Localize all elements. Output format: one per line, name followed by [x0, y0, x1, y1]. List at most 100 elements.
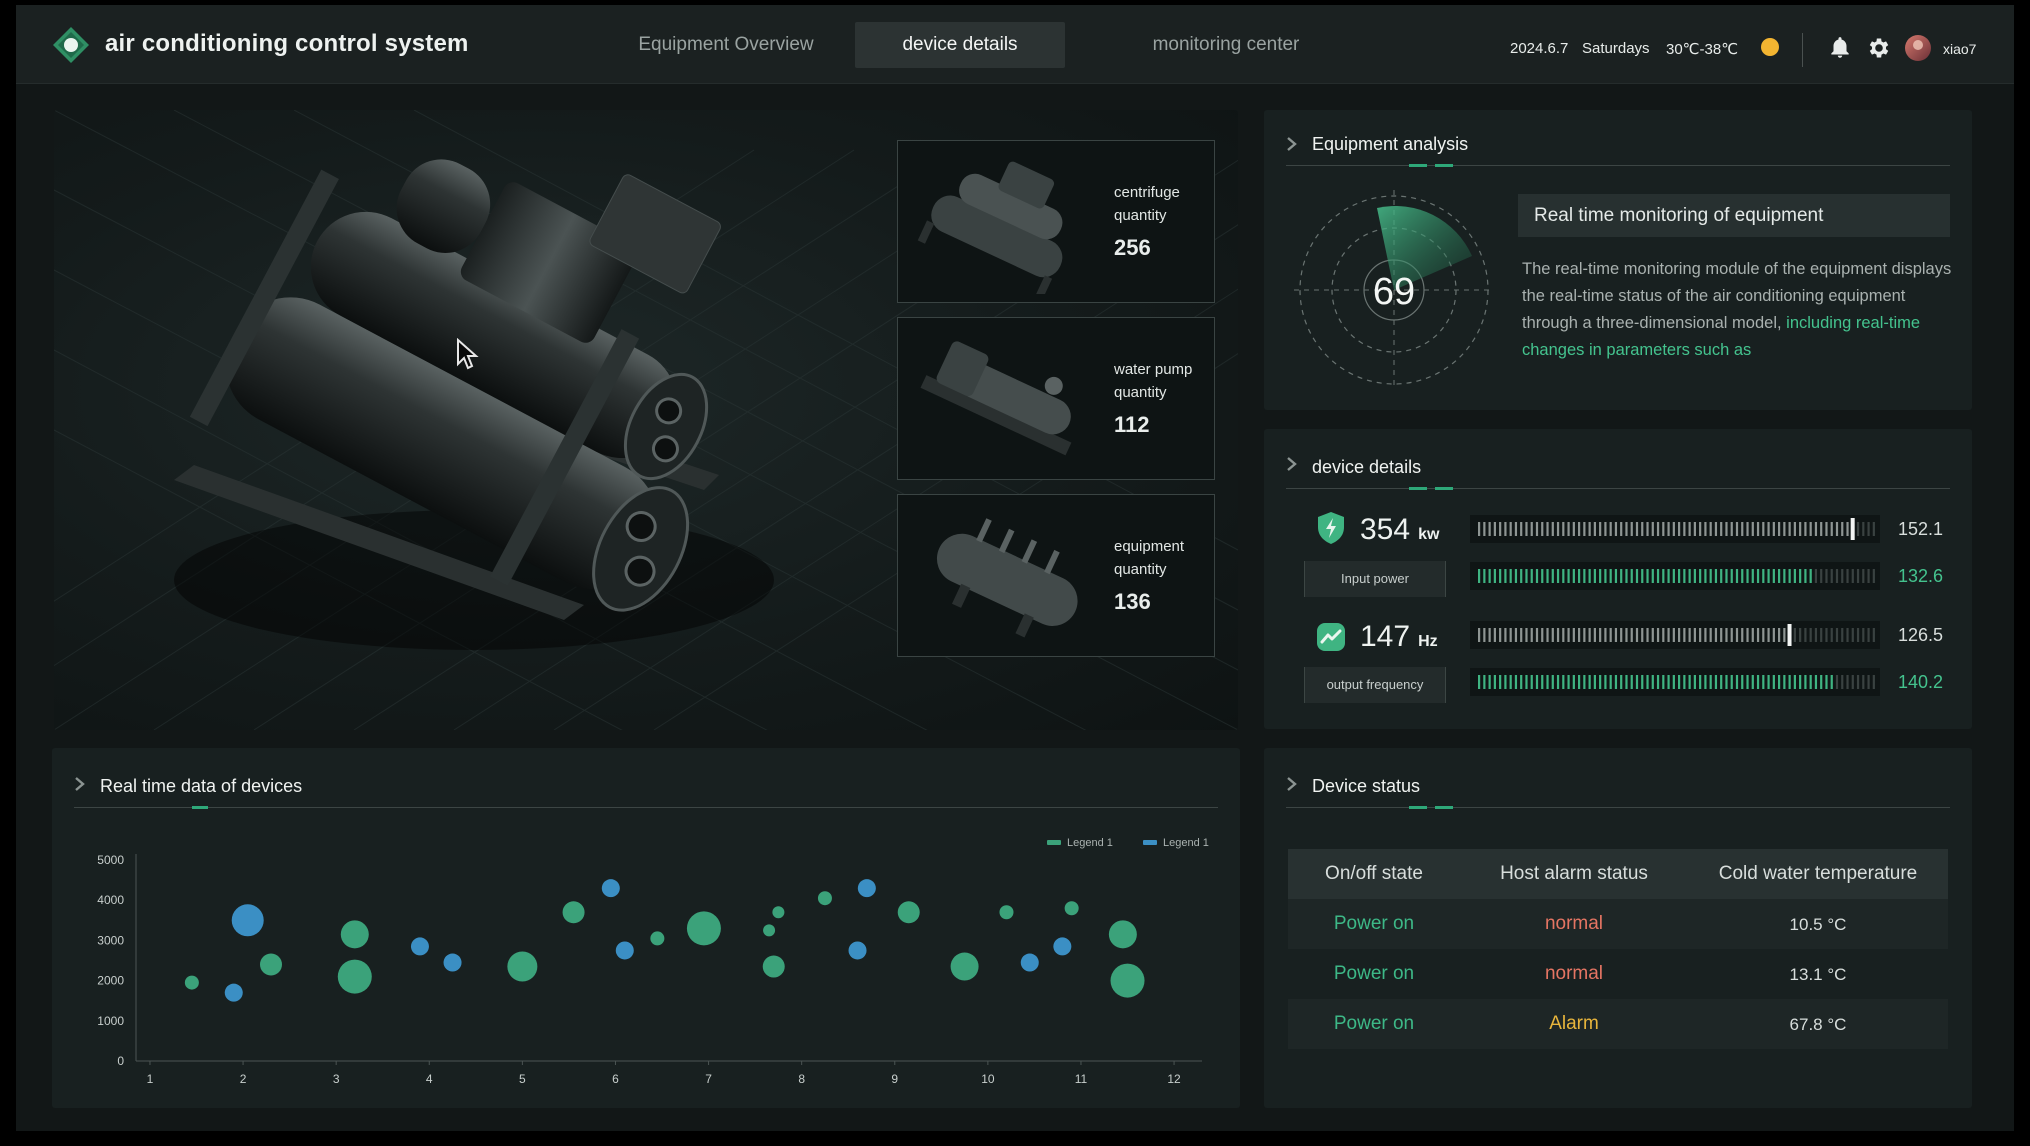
chevron-right-icon: [1287, 137, 1297, 151]
bar-tick: [1514, 675, 1518, 689]
bar-tick: [1841, 675, 1844, 689]
section-title: Equipment analysis: [1312, 134, 1469, 154]
bar-tick: [1814, 522, 1818, 536]
tab-equipment-overview[interactable]: Equipment Overview: [638, 34, 814, 55]
bar-tick: [1667, 675, 1670, 689]
column-header: On/off state: [1325, 863, 1423, 884]
equipment-3d-viewer[interactable]: centrifuge quantity 256 water pump quantit…: [54, 110, 1238, 730]
bar-tick: [1799, 675, 1802, 689]
bar-tick: [1478, 675, 1481, 689]
bar-tick: [1725, 569, 1728, 583]
bar-tick: [1530, 569, 1533, 583]
bar-tick: [1599, 675, 1602, 689]
gear-icon[interactable]: [1866, 35, 1892, 61]
avatar[interactable]: [1904, 34, 1932, 62]
header-temperature: 30℃-38℃: [1666, 41, 1739, 58]
card-name: water pump quantity: [1114, 361, 1193, 401]
bar-tick: [1667, 628, 1670, 642]
bar-tick: [1841, 522, 1844, 536]
output-frequency-label-box: output frequency: [1304, 667, 1446, 703]
table-row[interactable]: Power on Alarm 67.8 °C: [1288, 999, 1948, 1049]
water-temperature: 67.8 °C: [1789, 1015, 1847, 1034]
username[interactable]: xiao7: [1943, 41, 1977, 57]
bar-tick: [1604, 569, 1607, 583]
bar-tick: [1835, 628, 1839, 642]
bar-tick: [1851, 675, 1854, 689]
bar-tick: [1714, 628, 1718, 642]
bar-tick: [1499, 628, 1502, 642]
bar-tick: [1635, 569, 1639, 583]
y-tick-label: 1000: [97, 1014, 124, 1028]
bar-tick: [1656, 569, 1660, 583]
bar-tick: [1830, 628, 1833, 642]
bar-tick: [1825, 628, 1828, 642]
alarm-status: normal: [1544, 913, 1604, 934]
bar-tick: [1641, 522, 1644, 536]
equipment-thumbnail: [936, 518, 1078, 638]
bar-tick: [1856, 522, 1860, 536]
bar-tick: [1630, 569, 1633, 583]
alarm-status: normal: [1544, 963, 1604, 984]
tab-monitoring-center[interactable]: monitoring center: [1152, 34, 1300, 55]
card-quantity: 136: [1114, 589, 1151, 614]
bar-tick: [1772, 522, 1775, 536]
bar-tick: [1862, 675, 1865, 689]
bar-tick: [1725, 675, 1728, 689]
bar-tick: [1646, 522, 1649, 536]
bar-tick: [1735, 675, 1739, 689]
scatter-point: [1020, 953, 1039, 972]
bar-tick: [1730, 628, 1733, 642]
table-row[interactable]: Power on normal 10.5 °C: [1288, 899, 1948, 949]
centrifuge-thumbnail: [917, 161, 1063, 294]
bar-tick: [1646, 569, 1649, 583]
bar-tick: [1872, 522, 1875, 536]
bar-tick: [1709, 522, 1712, 536]
chevron-right-icon: [75, 777, 85, 791]
equipment-card-water-pump[interactable]: water pump quantity 112: [897, 317, 1215, 480]
card-name: equipment quantity: [1114, 538, 1185, 578]
equipment-card-equipment[interactable]: equipment quantity 136: [897, 494, 1215, 657]
bar-tick: [1641, 628, 1644, 642]
bar-ticks: [1478, 518, 1875, 540]
bar-tick: [1767, 569, 1770, 583]
bell-icon[interactable]: [1827, 35, 1853, 61]
equipment-card-centrifuge[interactable]: centrifuge quantity 256: [897, 140, 1215, 303]
bar-tick: [1546, 569, 1549, 583]
bar-tick: [1672, 569, 1675, 583]
chiller-3d-model[interactable]: [144, 150, 784, 710]
bar-tick: [1488, 675, 1491, 689]
bar-tick: [1567, 628, 1570, 642]
card-name: centrifuge quantity: [1114, 184, 1180, 224]
bar-tick: [1751, 628, 1754, 642]
bar-tick: [1509, 569, 1512, 583]
tab-device-details[interactable]: device details: [855, 22, 1065, 68]
section-accent: [1435, 164, 1453, 167]
column-header: Host alarm status: [1500, 863, 1648, 884]
table-row[interactable]: Power on normal 13.1 °C: [1288, 949, 1948, 999]
bar-tick: [1688, 569, 1691, 583]
bar-tick: [1488, 522, 1491, 536]
bar-tick: [1804, 628, 1807, 642]
bar-tick: [1820, 569, 1823, 583]
bar-tick: [1788, 675, 1791, 689]
bar-tick: [1588, 569, 1591, 583]
bar-tick: [1514, 569, 1518, 583]
bar-tick: [1772, 675, 1775, 689]
bar-tick: [1783, 628, 1786, 642]
bar-tick: [1741, 628, 1744, 642]
bar-tick: [1872, 569, 1875, 583]
card-quantity: 112: [1114, 412, 1150, 437]
bar-tick: [1693, 628, 1696, 642]
bar-tick: [1656, 675, 1660, 689]
scatter-point: [763, 924, 776, 937]
bar-tick: [1856, 628, 1860, 642]
bar-tick: [1835, 522, 1839, 536]
bar-tick: [1572, 675, 1575, 689]
y-tick-label: 0: [117, 1054, 124, 1068]
bar-tick: [1620, 522, 1623, 536]
bar-tick: [1525, 522, 1528, 536]
bar-tick: [1867, 675, 1870, 689]
bar-tick: [1620, 628, 1623, 642]
chevron-right-icon: [1287, 777, 1297, 791]
progress-bar: [1470, 621, 1880, 649]
